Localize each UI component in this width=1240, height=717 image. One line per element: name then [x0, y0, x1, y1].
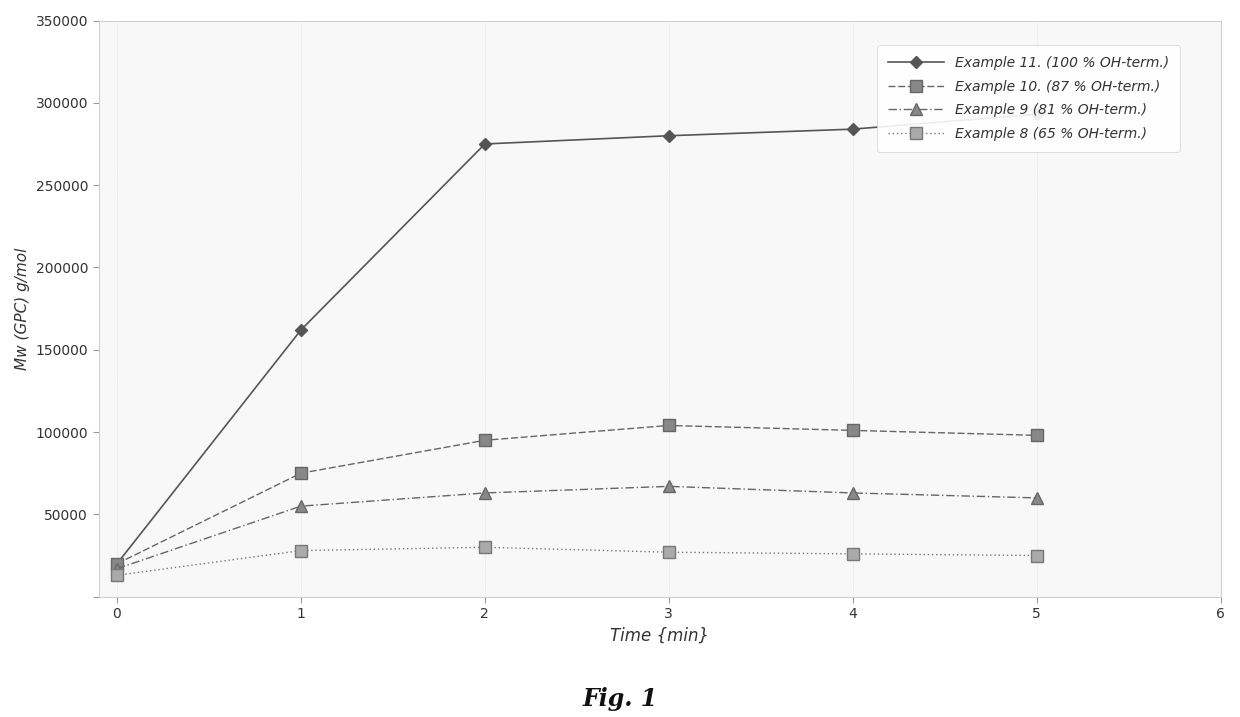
Example 8 (65 % OH-term.)	[1029, 551, 1044, 560]
Example 11. (100 % OH-term.)	[1029, 110, 1044, 118]
Example 10. (87 % OH-term.)	[109, 559, 124, 568]
Example 8 (65 % OH-term.)	[294, 546, 309, 555]
Example 8 (65 % OH-term.)	[846, 549, 861, 558]
Example 11. (100 % OH-term.)	[294, 326, 309, 334]
Example 9 (81 % OH-term.)	[477, 489, 492, 498]
Example 10. (87 % OH-term.)	[1029, 431, 1044, 440]
Y-axis label: Mw (GPC) g/mol: Mw (GPC) g/mol	[15, 247, 30, 370]
Example 9 (81 % OH-term.)	[661, 482, 676, 490]
Example 11. (100 % OH-term.)	[477, 140, 492, 148]
X-axis label: Time {min}: Time {min}	[610, 627, 709, 645]
Line: Example 11. (100 % OH-term.): Example 11. (100 % OH-term.)	[113, 110, 1040, 568]
Line: Example 9 (81 % OH-term.): Example 9 (81 % OH-term.)	[112, 481, 1042, 574]
Example 8 (65 % OH-term.)	[661, 548, 676, 556]
Example 10. (87 % OH-term.)	[846, 426, 861, 435]
Example 9 (81 % OH-term.)	[109, 564, 124, 573]
Example 9 (81 % OH-term.)	[294, 502, 309, 511]
Example 10. (87 % OH-term.)	[661, 421, 676, 429]
Line: Example 10. (87 % OH-term.): Example 10. (87 % OH-term.)	[110, 419, 1043, 570]
Example 10. (87 % OH-term.)	[477, 436, 492, 445]
Example 11. (100 % OH-term.)	[846, 125, 861, 133]
Line: Example 8 (65 % OH-term.): Example 8 (65 % OH-term.)	[110, 541, 1043, 581]
Legend: Example 11. (100 % OH-term.), Example 10. (87 % OH-term.), Example 9 (81 % OH-te: Example 11. (100 % OH-term.), Example 10…	[877, 44, 1180, 152]
Example 8 (65 % OH-term.)	[477, 543, 492, 551]
Example 9 (81 % OH-term.)	[846, 489, 861, 498]
Text: Fig. 1: Fig. 1	[583, 687, 657, 711]
Example 10. (87 % OH-term.)	[294, 469, 309, 478]
Example 11. (100 % OH-term.)	[109, 559, 124, 568]
Example 8 (65 % OH-term.)	[109, 571, 124, 579]
Example 9 (81 % OH-term.)	[1029, 493, 1044, 502]
Example 11. (100 % OH-term.)	[661, 131, 676, 140]
